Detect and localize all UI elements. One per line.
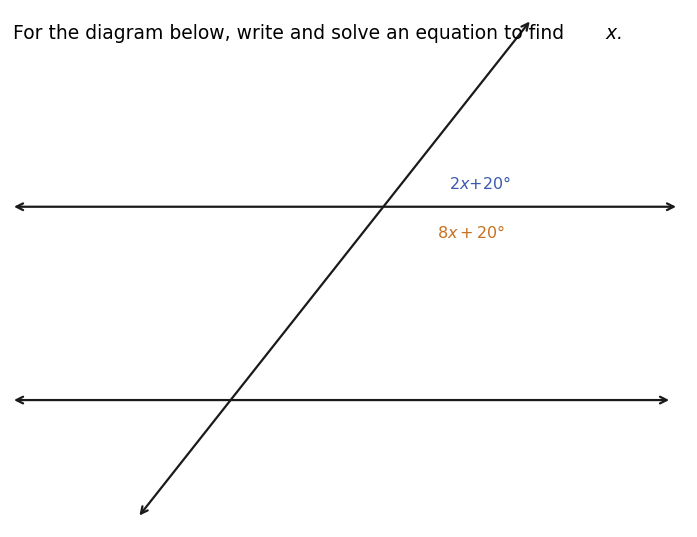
Text: $8x + 20°$: $8x + 20°$	[437, 224, 505, 241]
Text: $x$.: $x$.	[605, 24, 622, 43]
Text: $2x$$ + 20°$: $2x$$ + 20°$	[449, 175, 511, 192]
Text: For the diagram below, write and solve an equation to find: For the diagram below, write and solve a…	[13, 24, 569, 43]
